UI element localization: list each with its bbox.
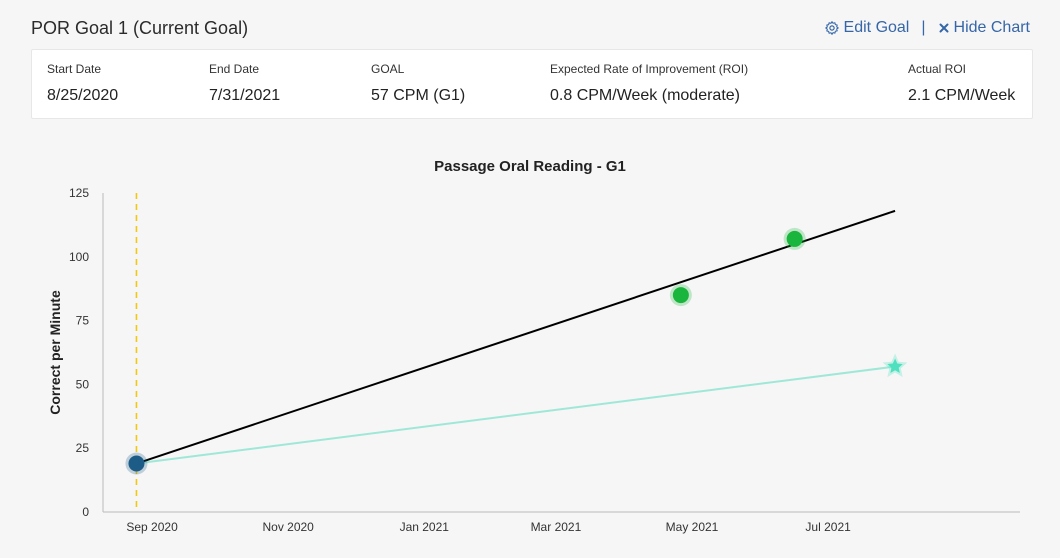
close-icon xyxy=(938,22,950,34)
goal-star xyxy=(887,358,903,373)
data-point xyxy=(786,230,803,247)
edit-goal-button[interactable]: Edit Goal xyxy=(824,19,910,37)
y-tick-label: 125 xyxy=(69,186,89,200)
end-date-value: 7/31/2021 xyxy=(209,87,281,104)
x-tick-label: Sep 2020 xyxy=(126,520,178,534)
expected-roi-label: Expected Rate of Improvement (ROI) xyxy=(550,62,749,76)
chart-svg: Passage Oral Reading - G1 Correct per Mi… xyxy=(47,158,1020,534)
y-tick-label: 50 xyxy=(76,377,90,391)
start-date-field: Start Date 8/25/2020 xyxy=(47,62,118,105)
end-date-label: End Date xyxy=(209,62,260,76)
gear-icon xyxy=(824,20,840,36)
progress-chart: Passage Oral Reading - G1 Correct per Mi… xyxy=(0,140,1060,553)
data-point xyxy=(672,287,689,304)
actual-roi-field: Actual ROI 2.1 CPM/Week xyxy=(908,62,1015,105)
actual-roi-value: 2.1 CPM/Week xyxy=(908,87,1016,104)
y-axis-label: Correct per Minute xyxy=(47,290,63,415)
aimline xyxy=(136,365,896,465)
y-tick-label: 100 xyxy=(69,250,89,264)
trend-line xyxy=(136,209,896,465)
y-tick-label: 25 xyxy=(76,441,90,455)
x-tick-label: May 2021 xyxy=(666,520,719,534)
chart-title: Passage Oral Reading - G1 xyxy=(434,158,626,175)
hide-chart-button[interactable]: Hide Chart xyxy=(938,19,1030,37)
separator: | xyxy=(921,19,926,36)
goal-title: POR Goal 1 (Current Goal) xyxy=(31,18,249,38)
hide-chart-label: Hide Chart xyxy=(953,19,1030,36)
start-date-value: 8/25/2020 xyxy=(47,87,119,104)
y-tick-label: 75 xyxy=(76,314,90,328)
x-tick-label: Nov 2020 xyxy=(262,520,314,534)
actual-roi-label: Actual ROI xyxy=(908,62,967,76)
goal-info-card: Start Date 8/25/2020 End Date 7/31/2021 … xyxy=(31,49,1033,119)
goal-label: GOAL xyxy=(371,62,405,76)
x-tick-label: Jul 2021 xyxy=(805,520,851,534)
goal-value: 57 CPM (G1) xyxy=(371,87,466,104)
header-actions: Edit Goal | Hide Chart xyxy=(824,19,1030,37)
x-tick-label: Jan 2021 xyxy=(400,520,450,534)
x-tick-label: Mar 2021 xyxy=(531,520,582,534)
goal-field: GOAL 57 CPM (G1) xyxy=(371,62,465,105)
edit-goal-label: Edit Goal xyxy=(843,19,910,36)
expected-roi-field: Expected Rate of Improvement (ROI) 0.8 C… xyxy=(550,62,748,105)
baseline-point xyxy=(128,455,145,472)
end-date-field: End Date 7/31/2021 xyxy=(209,62,280,105)
start-date-label: Start Date xyxy=(47,62,102,76)
y-tick-label: 0 xyxy=(82,505,89,519)
expected-roi-value: 0.8 CPM/Week (moderate) xyxy=(550,87,740,104)
